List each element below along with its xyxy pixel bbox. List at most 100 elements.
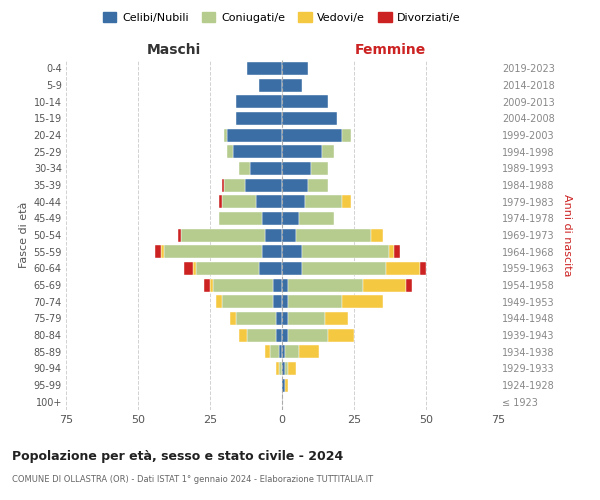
Bar (288, 328, 328, 342)
Text: Popolazione per età, sesso e stato civile - 2024: Popolazione per età, sesso e stato civil… (12, 450, 343, 463)
Bar (224, 128, 227, 141)
Bar (386, 262, 420, 275)
Bar (282, 195, 305, 208)
Bar (218, 212, 262, 225)
Bar (282, 312, 288, 325)
Bar (343, 128, 351, 141)
Bar (420, 262, 426, 275)
Bar (389, 245, 394, 258)
Bar (282, 278, 288, 291)
Bar (250, 162, 282, 175)
Bar (282, 362, 285, 375)
Bar (406, 278, 412, 291)
Bar (262, 245, 282, 258)
Y-axis label: Fasce di età: Fasce di età (19, 202, 29, 268)
Bar (274, 278, 282, 291)
Bar (216, 295, 221, 308)
Bar (305, 195, 343, 208)
Bar (155, 245, 161, 258)
Bar (282, 78, 302, 92)
Bar (221, 195, 256, 208)
Bar (218, 195, 221, 208)
Bar (302, 262, 386, 275)
Bar (164, 245, 262, 258)
Bar (161, 245, 164, 258)
Bar (210, 278, 213, 291)
Bar (328, 328, 354, 342)
Bar (276, 312, 282, 325)
Bar (362, 278, 406, 291)
Bar (265, 228, 282, 241)
Bar (282, 228, 296, 241)
Bar (302, 245, 389, 258)
Bar (274, 295, 282, 308)
Bar (282, 378, 285, 392)
Bar (282, 145, 322, 158)
Bar (178, 228, 181, 241)
Bar (221, 178, 224, 192)
Bar (282, 262, 302, 275)
Bar (285, 378, 288, 392)
Bar (299, 345, 319, 358)
Bar (236, 112, 282, 125)
Bar (325, 312, 348, 325)
Bar (193, 262, 196, 275)
Bar (282, 245, 302, 258)
Bar (285, 362, 288, 375)
Bar (394, 245, 400, 258)
Bar (247, 62, 282, 75)
Bar (282, 328, 288, 342)
Bar (184, 262, 193, 275)
Bar (256, 195, 282, 208)
Text: Femmine: Femmine (355, 42, 425, 56)
Legend: Celibi/Nubili, Coniugati/e, Vedovi/e, Divorziati/e: Celibi/Nubili, Coniugati/e, Vedovi/e, Di… (99, 8, 465, 28)
Bar (288, 362, 296, 375)
Bar (230, 312, 236, 325)
Bar (308, 178, 328, 192)
Bar (282, 345, 285, 358)
Bar (265, 345, 271, 358)
Y-axis label: Anni di nascita: Anni di nascita (562, 194, 572, 276)
Bar (262, 212, 282, 225)
Bar (227, 128, 282, 141)
Bar (282, 295, 288, 308)
Bar (221, 295, 274, 308)
Bar (236, 312, 276, 325)
Bar (239, 162, 250, 175)
Bar (288, 312, 325, 325)
Bar (282, 95, 328, 108)
Bar (259, 262, 282, 275)
Bar (196, 262, 259, 275)
Bar (343, 295, 383, 308)
Bar (227, 145, 233, 158)
Text: Maschi: Maschi (147, 42, 201, 56)
Bar (282, 112, 337, 125)
Bar (224, 178, 245, 192)
Bar (343, 195, 351, 208)
Bar (213, 278, 274, 291)
Bar (239, 328, 247, 342)
Bar (204, 278, 210, 291)
Bar (236, 95, 282, 108)
Bar (259, 78, 282, 92)
Bar (288, 295, 343, 308)
Bar (285, 345, 299, 358)
Bar (282, 212, 299, 225)
Bar (296, 228, 371, 241)
Bar (233, 145, 282, 158)
Bar (282, 128, 343, 141)
Bar (271, 345, 279, 358)
Bar (311, 162, 328, 175)
Bar (279, 362, 282, 375)
Bar (279, 345, 282, 358)
Bar (276, 362, 279, 375)
Bar (282, 62, 308, 75)
Bar (276, 328, 282, 342)
Bar (322, 145, 334, 158)
Bar (288, 278, 362, 291)
Bar (181, 228, 265, 241)
Text: COMUNE DI OLLASTRA (OR) - Dati ISTAT 1° gennaio 2024 - Elaborazione TUTTITALIA.I: COMUNE DI OLLASTRA (OR) - Dati ISTAT 1° … (12, 475, 373, 484)
Bar (282, 178, 308, 192)
Bar (245, 178, 282, 192)
Bar (247, 328, 276, 342)
